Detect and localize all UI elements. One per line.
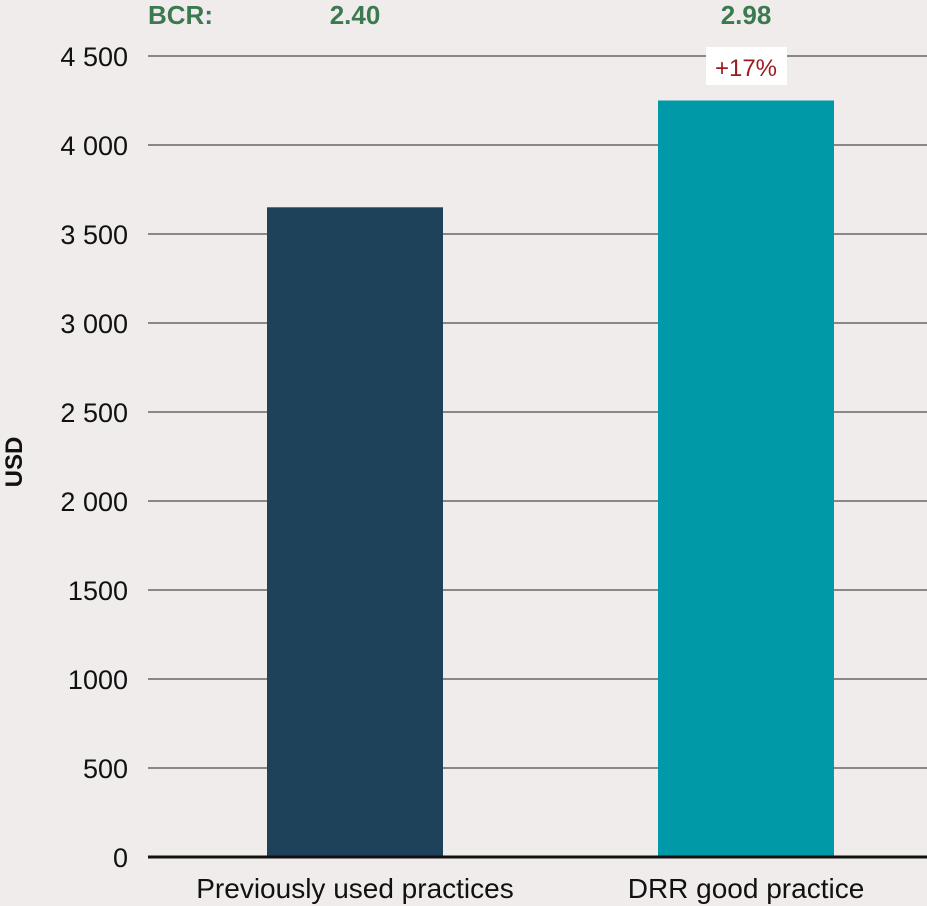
category-label: Previously used practices bbox=[196, 873, 513, 904]
bar bbox=[658, 100, 834, 857]
category-labels: Previously used practices DRR good practi… bbox=[196, 873, 864, 904]
y-tick-label: 500 bbox=[83, 754, 128, 784]
y-tick-label: 4 500 bbox=[60, 42, 128, 72]
y-tick-label: 0 bbox=[113, 843, 128, 873]
y-tick-label: 1500 bbox=[68, 576, 128, 606]
annotation-label: +17% bbox=[715, 55, 777, 82]
y-tick-label: 1000 bbox=[68, 665, 128, 695]
bcr-row: BCR: 2.40 2.98 bbox=[148, 0, 771, 30]
category-label: DRR good practice bbox=[628, 873, 865, 904]
y-tick-label: 2 000 bbox=[60, 487, 128, 517]
y-axis-label: USD bbox=[1, 437, 28, 488]
y-tick-labels: 0 500 1000 1500 2 000 2 500 3 000 3 500 4 000 4 5… bbox=[60, 42, 128, 873]
y-tick-label: 3 000 bbox=[60, 309, 128, 339]
bars bbox=[267, 100, 834, 858]
annotation-box bbox=[706, 47, 787, 85]
bar bbox=[267, 207, 443, 858]
bcr-label: BCR: bbox=[148, 0, 213, 30]
bcr-value: 2.40 bbox=[330, 0, 381, 30]
bar-annotation: +17% bbox=[706, 47, 787, 85]
y-tick-label: 4 000 bbox=[60, 131, 128, 161]
y-tick-label: 3 500 bbox=[60, 220, 128, 250]
bcr-value: 2.98 bbox=[721, 0, 772, 30]
y-tick-label: 2 500 bbox=[60, 398, 128, 428]
